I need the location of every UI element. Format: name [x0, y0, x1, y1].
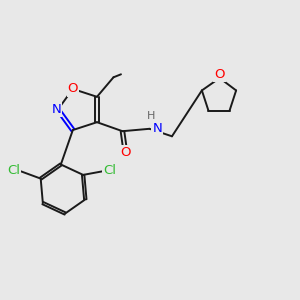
- Text: H: H: [147, 111, 155, 121]
- Text: Cl: Cl: [7, 164, 20, 177]
- Text: N: N: [52, 103, 61, 116]
- Text: O: O: [68, 82, 78, 95]
- Text: Cl: Cl: [103, 164, 116, 177]
- Text: O: O: [214, 68, 225, 81]
- Text: N: N: [152, 122, 162, 135]
- Text: O: O: [120, 146, 131, 159]
